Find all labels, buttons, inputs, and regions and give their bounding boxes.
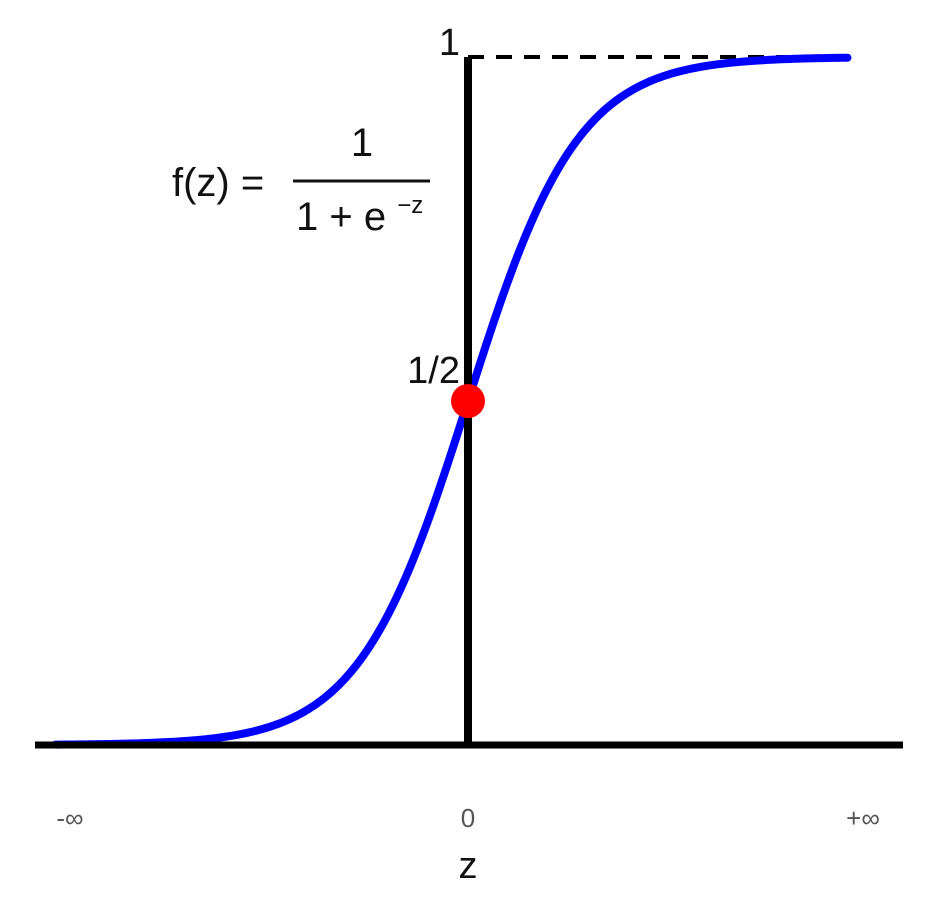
- x-tick-label-zero: 0: [461, 803, 475, 833]
- x-axis-label: z: [459, 845, 478, 887]
- x-tick-label-neg-infinity: -∞: [56, 803, 83, 833]
- formula-denominator-exponent: −z: [397, 192, 423, 219]
- formula-numerator: 1: [351, 121, 373, 165]
- y-tick-label-mid: 1/2: [407, 350, 460, 392]
- formula-denominator-base: 1 + e: [296, 195, 386, 239]
- x-tick-label-pos-infinity: +∞: [846, 803, 880, 833]
- formula-denominator: 1 + e −z: [296, 192, 423, 239]
- formula-annotation: f(z) = 1 1 + e −z: [172, 121, 430, 239]
- y-tick-label-top: 1: [439, 22, 460, 64]
- sigmoid-curve: [51, 53, 852, 749]
- midpoint-marker: [451, 384, 485, 418]
- formula-lhs: f(z) =: [172, 161, 264, 205]
